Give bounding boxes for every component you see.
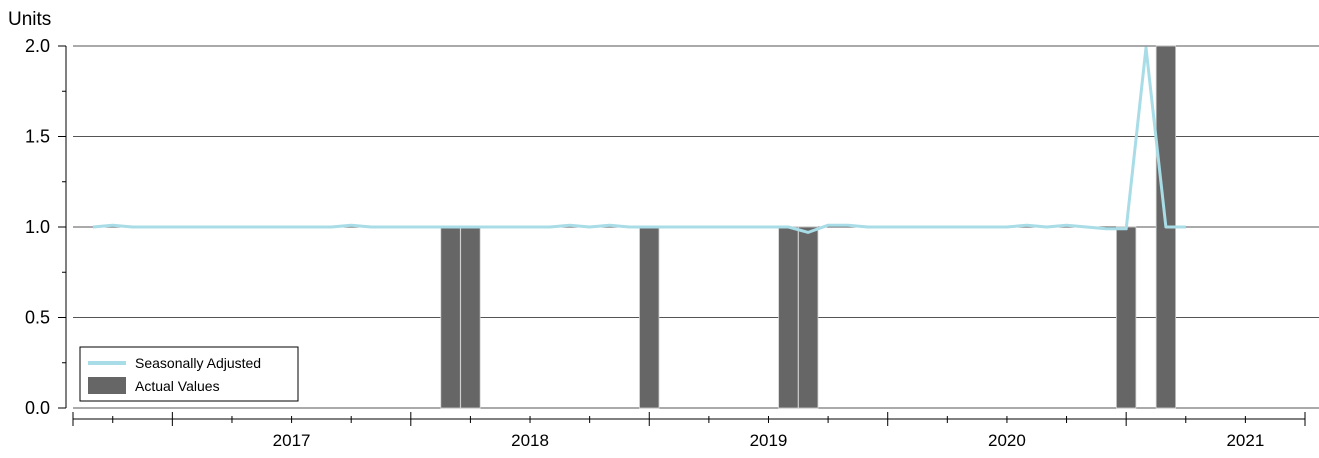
y-axis-unit-label: Units xyxy=(8,9,51,30)
y-tick-label-2-0: 2.0 xyxy=(25,36,50,56)
bar-2019-08 xyxy=(778,226,799,409)
axis-layer: 0.0 0.5 1.0 1.5 2.0 2017 2018 2019 2020 2021 xyxy=(25,36,1306,450)
x-tick-label-2021: 2021 xyxy=(1226,431,1264,450)
x-tick-label-2018: 2018 xyxy=(511,431,549,450)
bar-2018-04 xyxy=(460,226,481,409)
x-tick-label-2019: 2019 xyxy=(750,431,788,450)
line-layer xyxy=(92,46,1186,234)
bar-2021-01 xyxy=(1116,226,1137,409)
x-tick-label-2020: 2020 xyxy=(988,431,1026,450)
series-line-seasonally-adjusted xyxy=(92,46,1186,234)
legend-bar-swatch xyxy=(88,377,126,394)
bar-2018-03 xyxy=(440,226,461,409)
y-tick-label-0-0: 0.0 xyxy=(25,398,50,418)
legend-label-actual-values: Actual Values xyxy=(135,378,220,394)
y-tick-label-1-5: 1.5 xyxy=(25,127,50,147)
bar-2019-01 xyxy=(639,226,660,409)
bar-2019-09 xyxy=(798,226,819,409)
y-tick-label-1-0: 1.0 xyxy=(25,217,50,237)
x-tick-label-2017: 2017 xyxy=(273,431,311,450)
legend-label-seasonally-adjusted: Seasonally Adjusted xyxy=(135,355,261,371)
legend: Seasonally Adjusted Actual Values xyxy=(79,346,299,402)
y-tick-label-0-5: 0.5 xyxy=(25,308,50,328)
